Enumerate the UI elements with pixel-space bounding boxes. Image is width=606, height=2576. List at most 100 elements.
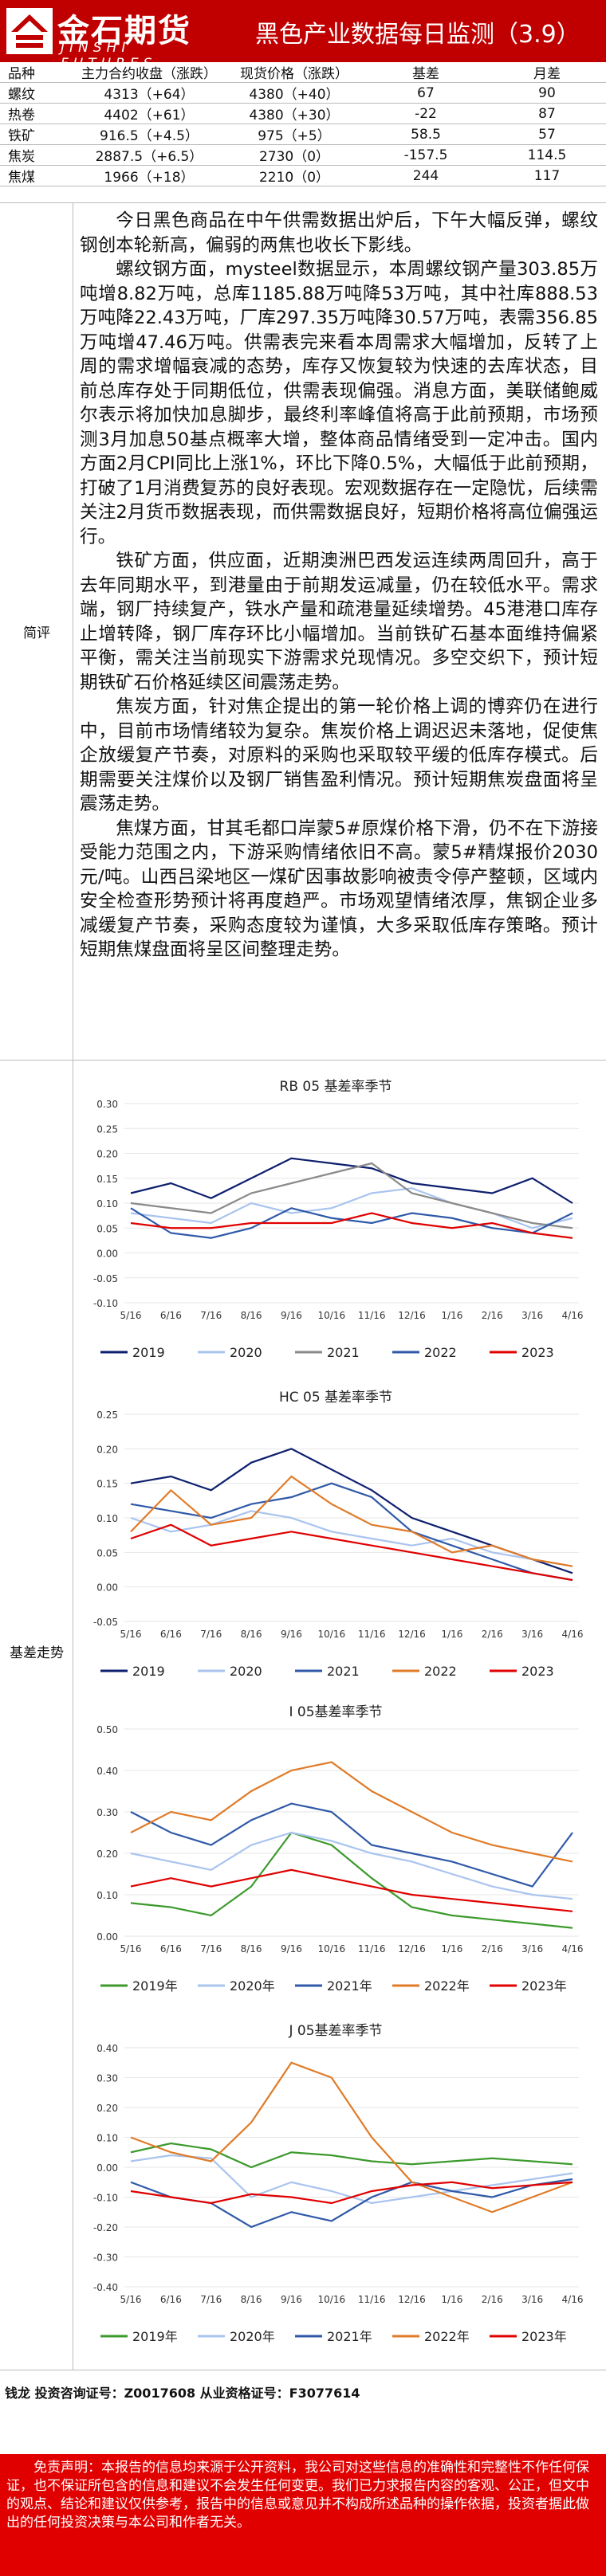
cell: 4380（+30） <box>225 103 364 124</box>
chart-title: I 05基差率季节 <box>289 1704 382 1720</box>
y-tick-label: 0.15 <box>96 1479 118 1490</box>
y-tick-label: 0.40 <box>96 1766 118 1777</box>
y-tick-label: 0.05 <box>96 1547 118 1559</box>
x-tick-label: 4/16 <box>562 2294 584 2305</box>
legend-label: 2019年 <box>132 1978 178 1994</box>
x-tick-label: 2/16 <box>482 2294 503 2305</box>
j-basis-chart: J 05基差率季节 0.40 0.30 0.20 0.10 0.00 -0.10 -0.20 -… <box>93 2023 584 2344</box>
series-line <box>130 1482 573 1582</box>
x-tick-label: 3/16 <box>521 2294 543 2305</box>
cell: 975（+5） <box>225 124 364 145</box>
commentary-text: 今日黑色商品在中午供需数据出炉后，下午大幅反弹，螺纹钢创本轮新高，偏弱的两焦也收… <box>80 209 598 963</box>
y-tick-label: 0.20 <box>96 2103 118 2114</box>
x-tick-label: 11/16 <box>358 1943 386 1955</box>
y-tick-label: -0.05 <box>93 1273 118 1284</box>
series-line <box>130 1475 573 1567</box>
x-tick-label: 10/16 <box>318 1629 346 1640</box>
comment-paragraph: 今日黑色商品在中午供需数据出炉后，下午大幅反弹，螺纹钢创本轮新高，偏弱的两焦也收… <box>80 210 598 256</box>
x-tick-label: 12/16 <box>398 1310 426 1321</box>
x-tick-label: 2/16 <box>482 1629 503 1640</box>
y-tick-label: 0.25 <box>96 1123 118 1135</box>
table-row: 焦炭 2887.5（+6.5） 2730（0） -157.5 114.5 <box>0 144 606 166</box>
y-tick-label: 0.10 <box>96 1890 118 1901</box>
y-tick-label: 0.00 <box>96 1931 118 1943</box>
y-tick-label: 0.00 <box>96 1249 118 1260</box>
x-tick-label: 7/16 <box>200 2294 222 2305</box>
legend-label: 2019 <box>132 1345 165 1360</box>
x-tick-label: 9/16 <box>281 1943 302 1955</box>
series-line <box>130 1761 573 1863</box>
y-tick-label: 0.15 <box>96 1174 118 1185</box>
x-tick-label: 3/16 <box>521 1943 543 1955</box>
chart-title: RB 05 基差率季节 <box>280 1079 392 1095</box>
logo-text-cn: 金石期货 <box>57 13 191 49</box>
y-tick-label: 0.10 <box>96 2133 118 2144</box>
x-tick-label: 8/16 <box>241 1943 262 1955</box>
legend-label: 2022年 <box>424 1978 470 1994</box>
legend-label: 2023 <box>521 1664 554 1679</box>
table-row: 螺纹 4313（+64） 4380（+40） 67 90 <box>0 82 606 104</box>
logo-mark-icon <box>6 8 53 54</box>
x-tick-label: 10/16 <box>318 2294 346 2305</box>
cell: 焦炭 <box>0 144 73 166</box>
analyst-info: 钱龙 投资咨询证号：Z0017608 从业资格证号：F3077614 <box>5 2386 360 2401</box>
header-cell: 现货价格（涨跌） <box>225 62 364 83</box>
x-tick-label: 6/16 <box>160 1629 182 1640</box>
x-tick-label: 8/16 <box>241 1310 262 1321</box>
x-tick-label: 8/16 <box>241 1629 262 1640</box>
y-tick-label: 0.25 <box>96 1410 118 1421</box>
x-tick-label: 3/16 <box>521 1310 543 1321</box>
y-tick-label: -0.40 <box>93 2282 118 2293</box>
x-tick-label: 11/16 <box>358 1629 386 1640</box>
y-tick-label: -0.20 <box>93 2222 118 2233</box>
cell: 916.5（+4.5） <box>73 124 225 145</box>
cell: 90 <box>488 82 606 104</box>
x-tick-label: 2/16 <box>482 1310 503 1321</box>
legend-label: 2023 <box>521 1345 554 1360</box>
cell: 热卷 <box>0 103 73 124</box>
series-line <box>130 1868 573 1912</box>
table-row: 铁矿 916.5（+4.5） 975（+5） 58.5 57 <box>0 124 606 145</box>
table-row: 热卷 4402（+61） 4380（+30） -22 87 <box>0 103 606 124</box>
y-tick-label: -0.10 <box>93 1298 118 1309</box>
series-line <box>130 1157 573 1204</box>
cell: 87 <box>488 103 606 124</box>
series-line <box>130 2154 573 2205</box>
cell: 4402（+61） <box>73 103 225 124</box>
series-line <box>130 1162 573 1229</box>
x-tick-label: 12/16 <box>398 2294 426 2305</box>
series-line <box>130 1831 573 1900</box>
legend-label: 2019年 <box>132 2329 178 2344</box>
x-tick-label: 4/16 <box>562 1310 584 1321</box>
x-tick-label: 12/16 <box>398 1943 426 1955</box>
y-tick-label: 0.00 <box>96 1582 118 1594</box>
series-line <box>130 1187 573 1229</box>
y-tick-label: 0.20 <box>96 1444 118 1455</box>
series-line <box>130 1831 573 1929</box>
y-tick-label: 0.40 <box>96 2043 118 2054</box>
y-tick-label: 0.10 <box>96 1513 118 1524</box>
divider <box>0 1060 606 1061</box>
cell: 244 <box>364 165 488 186</box>
legend-label: 2020 <box>230 1664 262 1679</box>
legend-label: 2019 <box>132 1664 165 1679</box>
series-line <box>130 1207 573 1239</box>
series-line <box>130 1510 573 1567</box>
y-tick-label: 0.30 <box>96 1807 118 1818</box>
disclaimer: 免责声明：本报告的信息均来源于公开资料，我公司对这些信息的准确性和完整性不作任何… <box>0 2454 606 2576</box>
x-tick-label: 3/16 <box>521 1629 543 1640</box>
header-cell: 主力合约收盘（涨跌） <box>73 62 225 83</box>
x-tick-label: 2/16 <box>482 1943 503 1955</box>
cell: 114.5 <box>488 144 606 166</box>
x-tick-label: 12/16 <box>398 1629 426 1640</box>
legend-label: 2022年 <box>424 2329 470 2344</box>
divider <box>0 202 606 203</box>
y-tick-label: -0.30 <box>93 2253 118 2264</box>
i-basis-chart: I 05基差率季节 0.50 0.40 0.30 0.20 0.10 0.005/16 6/1… <box>96 1704 583 1994</box>
x-tick-label: 6/16 <box>160 1310 182 1321</box>
legend-label: 2023年 <box>521 2329 567 2344</box>
x-tick-label: 1/16 <box>441 1310 462 1321</box>
legend-label: 2022 <box>424 1345 457 1360</box>
header-cell: 基差 <box>364 62 488 83</box>
x-tick-label: 7/16 <box>200 1310 222 1321</box>
